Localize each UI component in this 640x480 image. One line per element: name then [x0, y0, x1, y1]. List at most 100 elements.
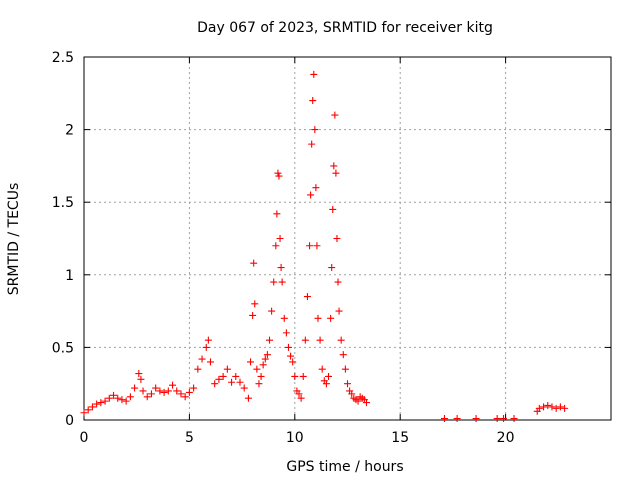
x-tick-label: 10	[286, 430, 304, 446]
data-point	[147, 390, 155, 398]
data-point	[202, 343, 210, 351]
data-point	[308, 140, 316, 148]
data-point	[131, 384, 139, 392]
data-point	[341, 365, 349, 373]
data-point	[561, 404, 569, 412]
data-point	[284, 343, 292, 351]
data-point	[173, 387, 181, 395]
data-point	[335, 307, 343, 315]
data-point	[303, 293, 311, 301]
data-point	[255, 380, 263, 388]
data-point	[105, 394, 113, 402]
data-point	[137, 375, 145, 383]
data-point	[272, 242, 280, 250]
data-point	[510, 415, 518, 423]
data-point	[556, 403, 564, 411]
data-point	[250, 259, 258, 267]
data-point	[253, 365, 261, 373]
data-point	[278, 278, 286, 286]
data-point	[88, 403, 96, 411]
data-point	[185, 388, 193, 396]
data-point	[453, 415, 461, 423]
data-point	[219, 372, 227, 380]
data-point	[240, 384, 248, 392]
data-point	[273, 210, 281, 218]
data-point	[309, 97, 317, 105]
data-point	[287, 352, 295, 360]
data-point	[544, 401, 552, 409]
data-point	[97, 399, 105, 407]
markers-layer	[80, 70, 569, 423]
y-tick-label: 1	[65, 268, 74, 284]
data-point	[268, 307, 276, 315]
data-point	[204, 336, 212, 344]
data-point	[472, 415, 480, 423]
data-point	[84, 406, 92, 414]
data-point	[291, 372, 299, 380]
data-point	[331, 111, 339, 119]
data-point	[177, 390, 185, 398]
data-point	[101, 397, 109, 405]
data-point	[499, 415, 507, 423]
data-point	[247, 358, 255, 366]
data-point	[80, 409, 88, 417]
data-point	[93, 400, 101, 408]
data-point	[354, 397, 362, 405]
data-point	[135, 370, 143, 378]
ticks-layer: 0 0.5 1 1.5 2 2.5 0 5 10 15 20	[52, 50, 611, 446]
data-point	[310, 70, 318, 78]
grid-layer	[84, 57, 611, 420]
x-axis-title: GPS time / hours	[286, 459, 403, 475]
data-point	[156, 387, 164, 395]
data-point	[280, 314, 288, 322]
data-point	[228, 378, 236, 386]
data-point	[215, 375, 223, 383]
data-point	[362, 399, 370, 407]
y-tick-label: 0	[65, 413, 74, 429]
y-tick-label: 2	[65, 123, 74, 139]
data-point	[332, 169, 340, 177]
data-point	[299, 372, 307, 380]
data-point	[274, 169, 282, 177]
data-point	[276, 235, 284, 242]
data-point	[440, 415, 448, 423]
data-point	[232, 372, 240, 380]
data-point	[540, 403, 548, 411]
data-point	[126, 393, 134, 401]
data-point	[314, 314, 322, 322]
data-point	[337, 336, 345, 344]
data-point	[249, 311, 257, 319]
data-point	[152, 384, 160, 392]
y-axis-title: SRMTID / TECUs	[6, 183, 22, 296]
chart-title: Day 067 of 2023, SRMTID for receiver kit…	[197, 20, 493, 36]
data-point	[316, 336, 324, 344]
data-point	[277, 264, 285, 272]
y-tick-label: 2.5	[52, 50, 74, 66]
data-point	[318, 365, 326, 373]
data-point	[329, 205, 337, 213]
data-point	[206, 358, 214, 366]
data-point	[348, 390, 356, 398]
data-point	[327, 314, 335, 322]
data-point	[266, 336, 274, 344]
data-point	[333, 235, 341, 242]
data-point	[295, 390, 303, 398]
data-point	[263, 351, 271, 359]
data-point	[160, 388, 168, 396]
data-point	[552, 404, 560, 412]
data-point	[328, 264, 336, 272]
data-point	[289, 358, 297, 366]
data-point	[334, 278, 342, 286]
data-point	[325, 372, 333, 380]
y-tick-label: 1.5	[52, 195, 74, 211]
data-point	[297, 394, 305, 402]
data-point	[282, 329, 290, 337]
data-point	[257, 372, 265, 380]
data-point	[311, 126, 319, 134]
data-point	[535, 404, 543, 412]
data-point	[223, 365, 231, 373]
x-tick-label: 5	[185, 430, 194, 446]
data-point	[110, 391, 118, 399]
data-point	[114, 394, 122, 402]
